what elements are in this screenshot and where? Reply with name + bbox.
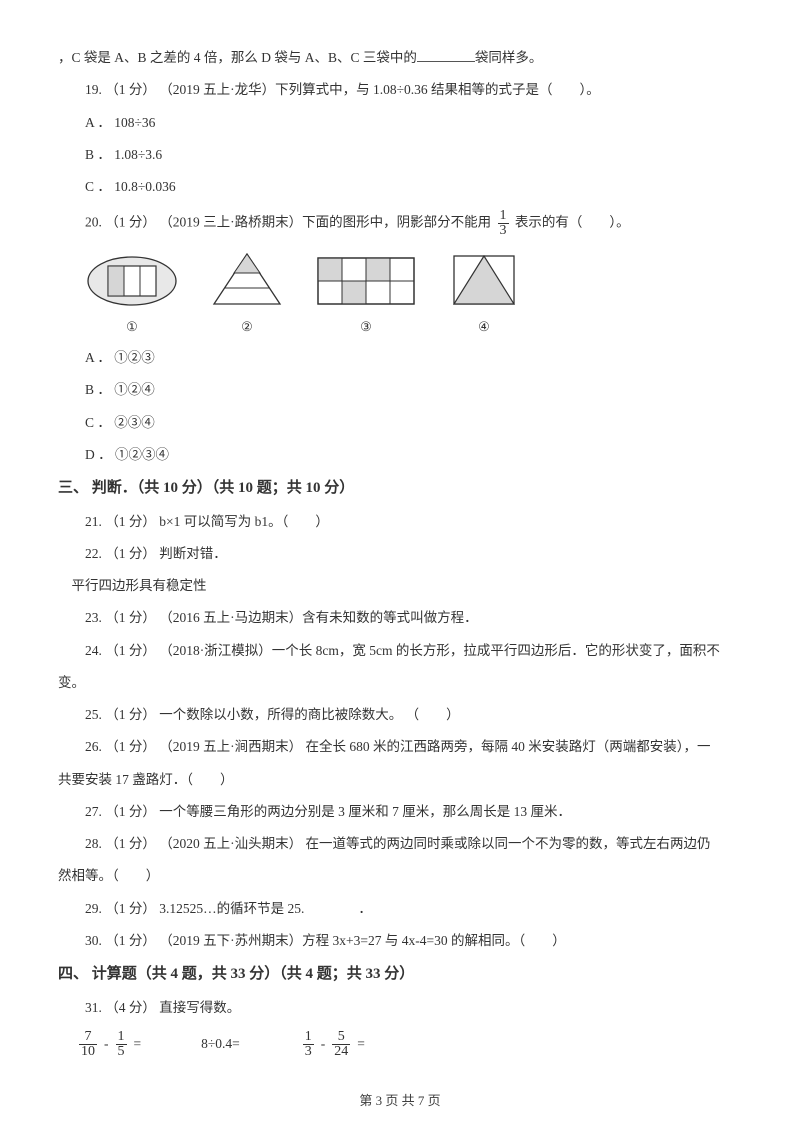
shape-square-triangle: ④	[448, 250, 520, 336]
q19-b: B ． 1.08÷3.6	[58, 145, 742, 165]
q24: 24. （1 分） （2018·浙江模拟）一个长 8cm，宽 5cm 的长方形，…	[58, 641, 742, 661]
q28b: 然相等。（ ）	[58, 866, 742, 886]
shape-ellipse: ①	[84, 254, 180, 336]
page-footer: 第 3 页 共 7 页	[0, 1091, 800, 1111]
q30: 30. （1 分） （2019 五下·苏州期末）方程 3x+3=27 与 4x-…	[58, 931, 742, 951]
q27: 27. （1 分） 一个等腰三角形的两边分别是 3 厘米和 7 厘米，那么周长是…	[58, 802, 742, 822]
q26b: 共要安装 17 盏路灯．（ ）	[58, 770, 742, 790]
shape-grid: ③	[314, 254, 418, 336]
section-4-title: 四、 计算题（共 4 题，共 33 分）（共 4 题；共 33 分）	[58, 963, 742, 986]
q20-d: D ． ①②③④	[58, 445, 742, 465]
calc-2: 8÷0.4=	[201, 1034, 240, 1054]
calc-1: 710 - 15 =	[76, 1030, 141, 1059]
q20-b: B ． ①②④	[58, 380, 742, 400]
shapes-row: ① ② ③ ④	[84, 250, 742, 336]
calc-row: 710 - 15 = 8÷0.4= 13 - 524 =	[58, 1030, 742, 1059]
q28: 28. （1 分） （2020 五上·汕头期末） 在一道等式的两边同时乘或除以同…	[58, 834, 742, 854]
q21: 21. （1 分） b×1 可以简写为 b1。（ ）	[58, 512, 742, 532]
q31: 31. （4 分） 直接写得数。	[58, 998, 742, 1018]
q20-a: A ． ①②③	[58, 348, 742, 368]
q26: 26. （1 分） （2019 五上·涧西期末） 在全长 680 米的江西路两旁…	[58, 737, 742, 757]
q23: 23. （1 分） （2016 五上·马边期末）含有未知数的等式叫做方程．	[58, 608, 742, 628]
q25: 25. （1 分） 一个数除以小数，所得的商比被除数大。 （ ）	[58, 705, 742, 725]
q20: 20. （1 分） （2019 三上·路桥期末）下面的图形中，阴影部分不能用 1…	[58, 209, 742, 238]
blank-fill[interactable]	[417, 49, 475, 63]
q19-a: A ． 108÷36	[58, 113, 742, 133]
section-3-title: 三、 判断．（共 10 分）（共 10 题；共 10 分）	[58, 477, 742, 500]
shape-triangle: ②	[210, 250, 284, 336]
q29: 29. （1 分） 3.12525…的循环节是 25. ．	[58, 899, 742, 919]
q20-c: C ． ②③④	[58, 413, 742, 433]
fraction-1-3: 1 3	[498, 209, 509, 238]
q24b: 变。	[58, 673, 742, 693]
q18-tail: ，C 袋是 A、B 之差的 4 倍，那么 D 袋与 A、B、C 三袋中的袋同样多…	[58, 48, 742, 68]
q19-c: C ． 10.8÷0.036	[58, 177, 742, 197]
q22: 22. （1 分） 判断对错．	[58, 544, 742, 564]
calc-3: 13 - 524 =	[300, 1030, 365, 1059]
q19: 19. （1 分） （2019 五上·龙华）下列算式中，与 1.08÷0.36 …	[58, 80, 742, 100]
q22b: 平行四边形具有稳定性	[58, 576, 742, 596]
